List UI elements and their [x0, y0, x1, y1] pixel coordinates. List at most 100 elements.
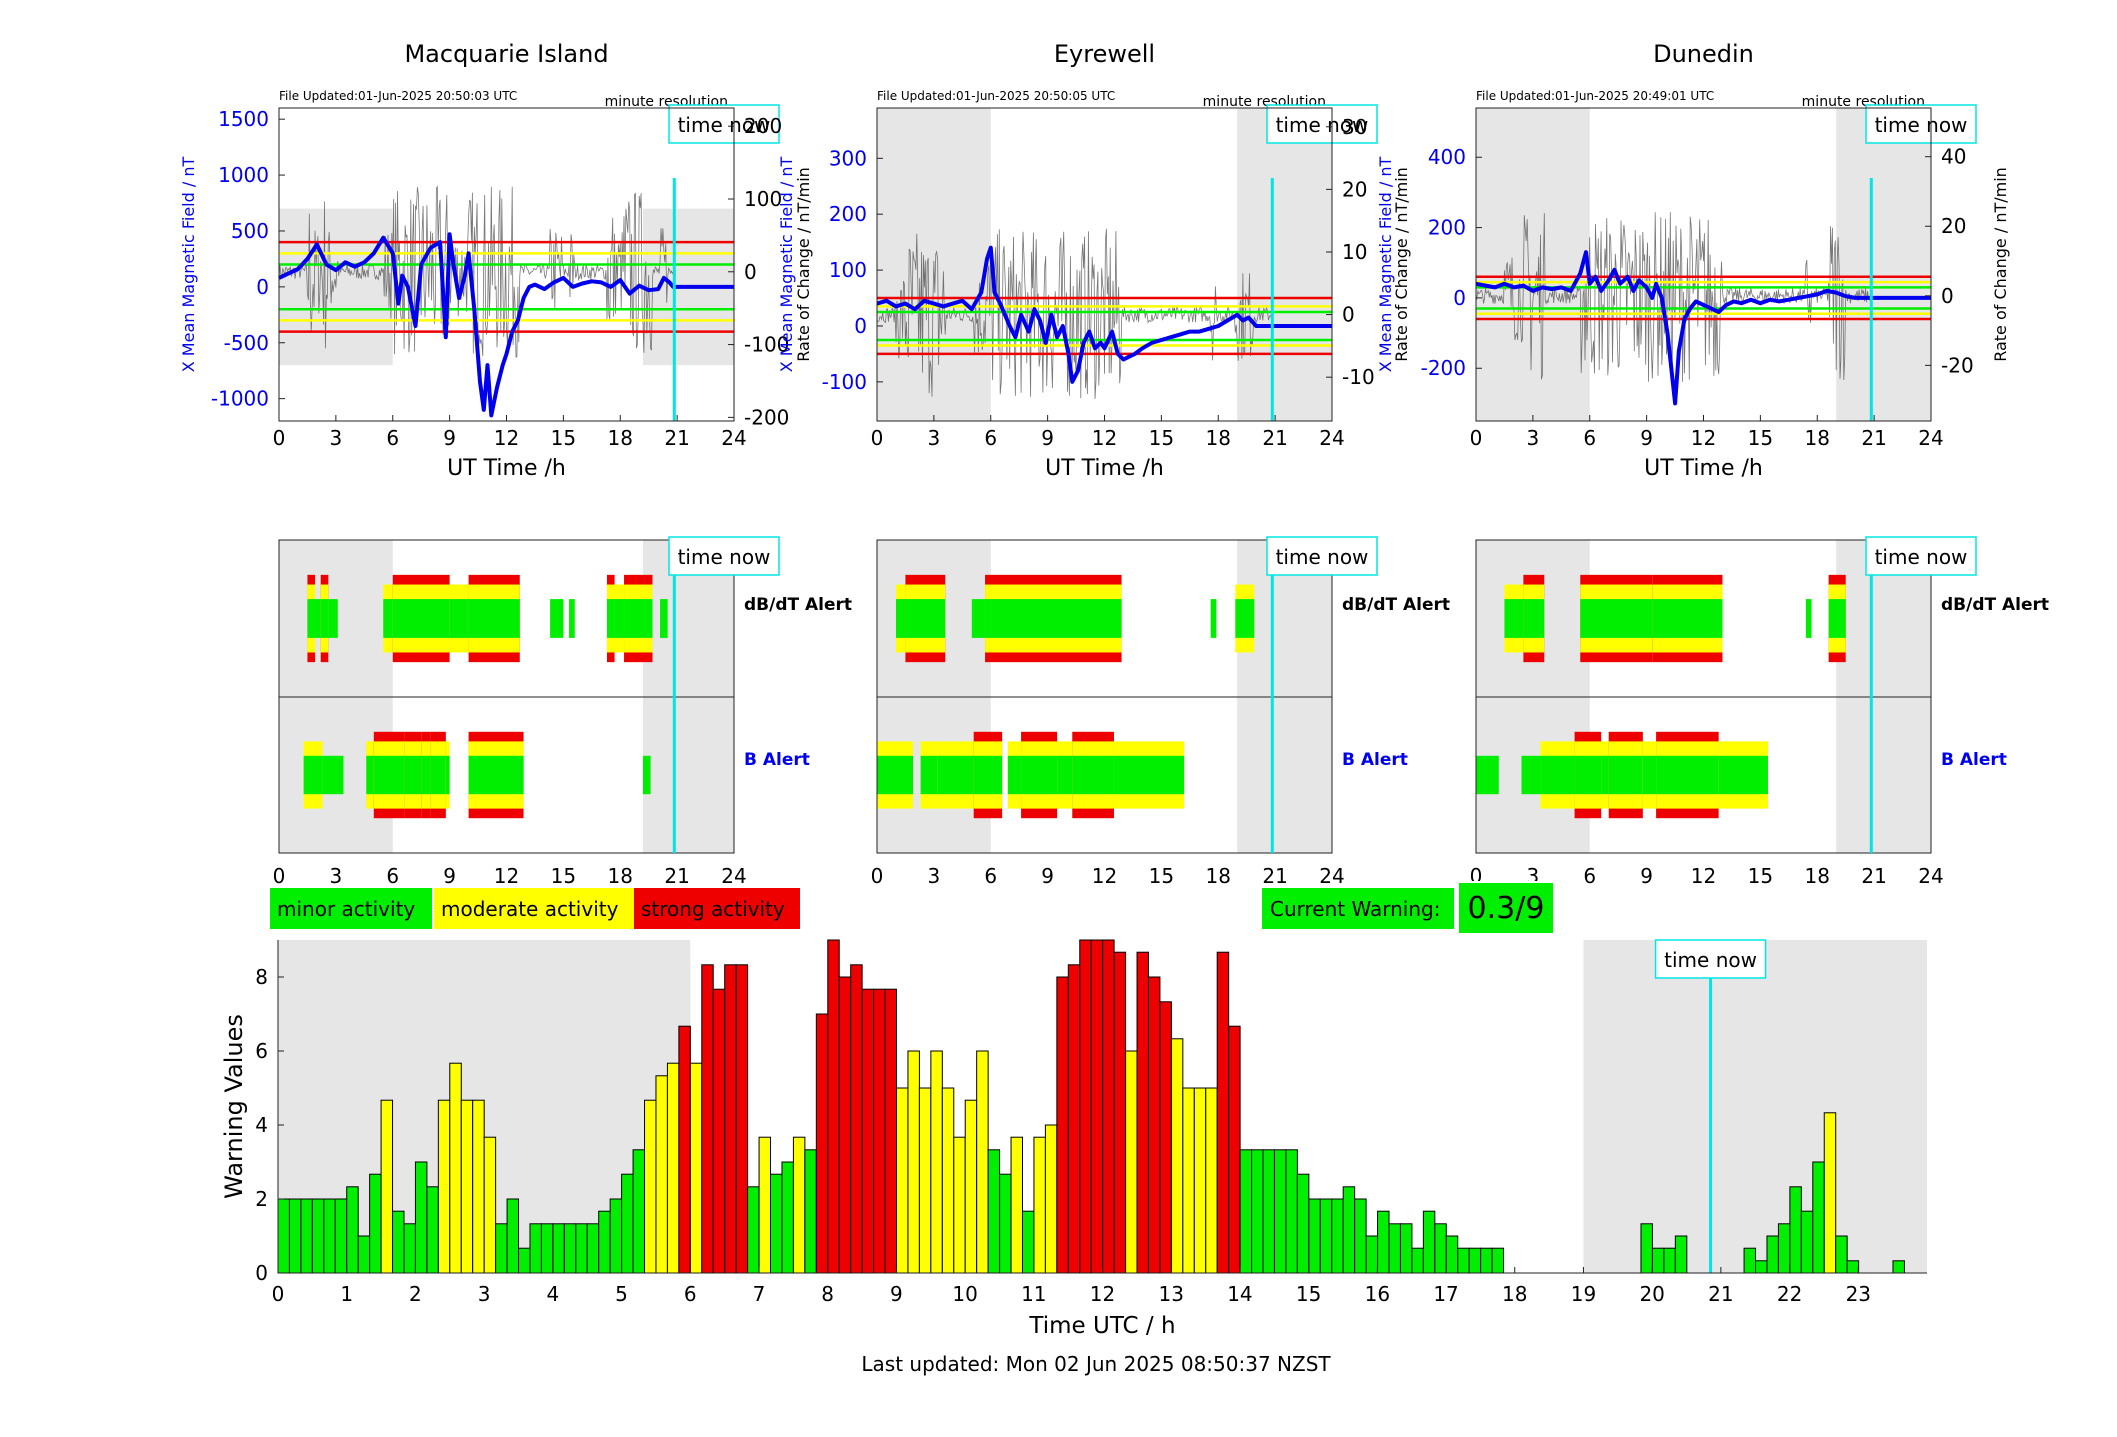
warning-bar [449, 1062, 462, 1274]
warning-bar [472, 1099, 485, 1274]
r-tick-label: 10 [1342, 240, 1367, 264]
warning-bar [1377, 1210, 1390, 1274]
warning-bar [792, 1136, 806, 1274]
x-tick-label: 22 [1777, 1282, 1802, 1306]
warning-bar [277, 1198, 290, 1274]
x-tick-label: 12 [494, 426, 519, 450]
warning-bar [300, 1198, 313, 1274]
x-tick-label: 21 [664, 426, 689, 450]
warning-bar [1205, 1087, 1218, 1274]
warning-bar [953, 1136, 966, 1274]
station-panel-0: Macquarie Island File Updated:01-Jun-2025… [179, 40, 852, 888]
warning-bar [1755, 1260, 1768, 1274]
legend-label: minor activity [277, 897, 415, 921]
x-tick-label: 20 [1639, 1282, 1664, 1306]
warning-bar [392, 1210, 405, 1274]
y-tick-label: 8 [255, 965, 268, 989]
x-tick-label: 0 [871, 864, 884, 888]
warning-bar [1743, 1247, 1757, 1274]
b-alert-block-minor [877, 755, 914, 795]
warning-bar [1800, 1210, 1814, 1274]
dbdt-alert-label: dB/dT Alert [744, 595, 852, 615]
r-tick-label: -20 [1941, 353, 1974, 377]
warning-bar [357, 1235, 371, 1274]
time-now-box [1654, 939, 1767, 979]
legend-swatch [434, 888, 634, 929]
r-tick-label: -10 [1342, 365, 1375, 389]
time-now-label: time now [678, 545, 771, 569]
dbdt-alert-block-minor [971, 599, 986, 638]
warning-bar [1182, 1087, 1195, 1274]
x-tick-label: 3 [928, 864, 941, 888]
night-shading [1476, 108, 1590, 421]
dbdt-alert-block-minor [1828, 599, 1846, 638]
x-tick-label: 9 [1640, 864, 1653, 888]
x-tick-label: 15 [1296, 1282, 1321, 1306]
warning-bar [655, 1075, 668, 1274]
x-tick-label: 9 [1041, 864, 1054, 888]
y-tick-label: 4 [255, 1113, 268, 1137]
warning-bar [632, 1149, 646, 1274]
warning-bar [1663, 1247, 1676, 1274]
y-tick-label: 0 [854, 314, 867, 338]
dbdt-alert-block-minor [320, 599, 329, 638]
b-alert-block-minor [643, 755, 651, 795]
station-panel-2: Dunedin File Updated:01-Jun-2025 20:49:01… [1376, 40, 2049, 888]
warning-bar [804, 1149, 817, 1274]
warning-bar [1835, 1235, 1848, 1274]
warning-bar [735, 964, 749, 1274]
y-tick-label: -100 [822, 370, 867, 394]
dbdt-alert-block-minor [1805, 599, 1812, 638]
warning-bar [1789, 1186, 1802, 1274]
warning-bar [1033, 1136, 1046, 1274]
x-tick-label: 21 [1262, 864, 1287, 888]
dbdt-alert-block-minor [392, 599, 450, 638]
time-now-label: time now [1276, 545, 1369, 569]
warning-bar [518, 1247, 531, 1274]
warning-bar [1102, 939, 1115, 1274]
warning-bar [895, 1087, 909, 1274]
x-tick-label: 15 [1748, 426, 1773, 450]
warning-bar [1079, 939, 1092, 1274]
x-tick-label: 24 [721, 864, 746, 888]
warning-bar [1892, 1260, 1905, 1274]
x-tick-label: 18 [1805, 864, 1830, 888]
warning-bar [701, 964, 714, 1274]
warning-bar [644, 1099, 657, 1274]
warning-bar [288, 1198, 302, 1274]
rate-of-change-trace [876, 228, 1272, 400]
dbdt-alert-block-minor [985, 599, 1122, 638]
x-tick-label: 0 [871, 426, 884, 450]
dbdt-alert-block-minor [315, 599, 321, 638]
legend: minor activity moderate activity strong ac… [270, 888, 800, 929]
warning-bar [850, 964, 863, 1274]
warning-bar [1010, 1136, 1023, 1274]
x-tick-label: 3 [928, 426, 941, 450]
x-tick-label: 14 [1227, 1282, 1252, 1306]
dbdt-alert-block-minor [569, 599, 575, 638]
y-tick-label: 6 [255, 1039, 268, 1063]
x-tick-label: 23 [1846, 1282, 1871, 1306]
warning-bar [666, 1062, 680, 1274]
x-tick-label: 21 [1262, 426, 1287, 450]
x-axis-label: UT Time /h [1045, 456, 1164, 481]
x-tick-label: 2 [409, 1282, 422, 1306]
b-alert-label: B Alert [744, 750, 810, 770]
x-tick-label: 12 [494, 864, 519, 888]
x-tick-label: 18 [1502, 1282, 1527, 1306]
x-tick-label: 18 [608, 864, 633, 888]
warning-bar [403, 1223, 416, 1274]
warning-bar [380, 1099, 394, 1274]
b-alert-block-minor [373, 755, 405, 795]
warning-bar [758, 1136, 772, 1274]
time-now-box [668, 536, 780, 576]
current-warning-label: Current Warning: [1270, 897, 1440, 921]
b-alert-label: B Alert [1342, 750, 1408, 770]
warning-bar [575, 1223, 588, 1274]
x-tick-label: 4 [546, 1282, 559, 1306]
b-alert-block-minor [1072, 755, 1114, 795]
b-alert-block-minor [1113, 755, 1185, 795]
warning-bar [770, 1173, 783, 1274]
warning-bar [1342, 1186, 1356, 1274]
x-tick-label: 15 [1149, 864, 1174, 888]
